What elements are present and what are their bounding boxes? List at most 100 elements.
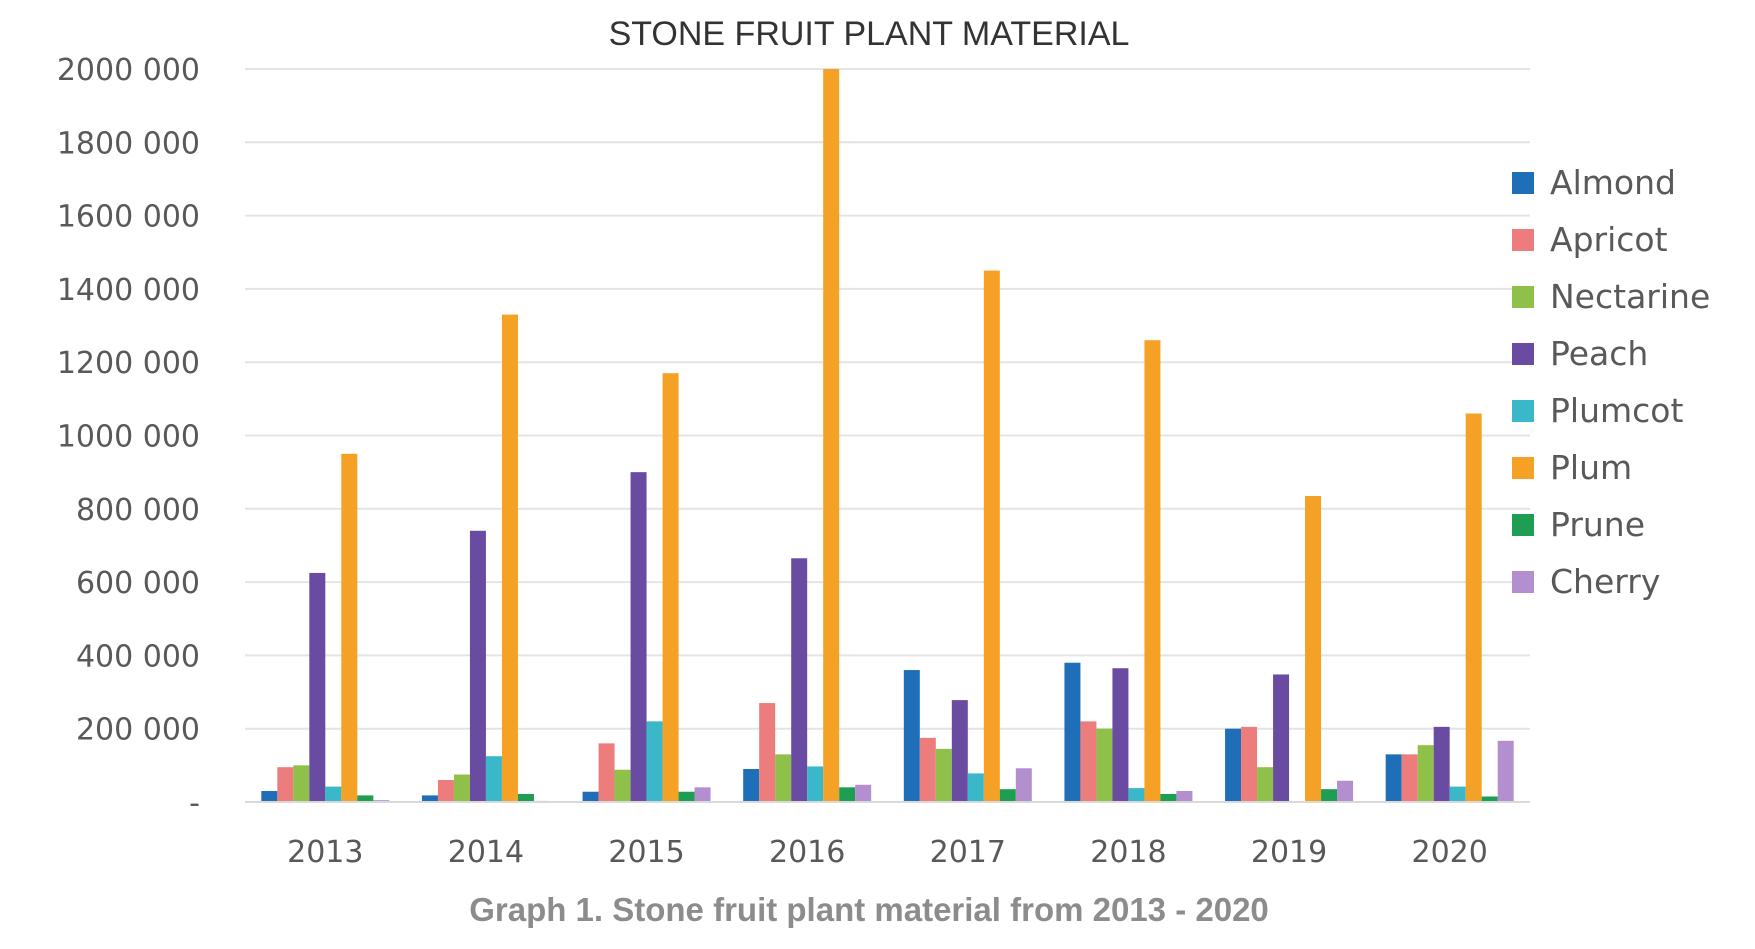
legend-label-apricot: Apricot bbox=[1550, 220, 1668, 259]
y-tick-label: 800 000 bbox=[76, 493, 200, 528]
bar-peach-2017 bbox=[951, 700, 968, 802]
legend-swatch-plumcot bbox=[1512, 400, 1534, 422]
y-tick-label: 1200 000 bbox=[57, 346, 200, 381]
bar-nectarine-2016 bbox=[775, 754, 792, 802]
legend-swatch-prune bbox=[1512, 514, 1534, 536]
legend-label-peach: Peach bbox=[1550, 334, 1648, 373]
legend-label-nectarine: Nectarine bbox=[1550, 277, 1710, 316]
bar-prune-2014 bbox=[517, 793, 534, 802]
bar-almond-2015 bbox=[582, 791, 599, 802]
legend-label-plumcot: Plumcot bbox=[1550, 391, 1683, 430]
y-tick-label: - bbox=[189, 786, 200, 821]
x-tick-label: 2017 bbox=[930, 835, 1006, 870]
bar-plumcot-2017 bbox=[967, 773, 984, 802]
y-tick-label: 2000 000 bbox=[57, 53, 200, 88]
legend-swatch-plum bbox=[1512, 457, 1534, 479]
bars bbox=[261, 69, 1514, 802]
bar-apricot-2018 bbox=[1080, 721, 1097, 802]
bar-plum-2014 bbox=[501, 314, 518, 802]
x-axis-ticks: 2013 2014 2015 2016 2017 2018 2019 2020 bbox=[287, 835, 1488, 870]
bar-plum-2020 bbox=[1465, 413, 1482, 802]
bar-cherry-2015 bbox=[694, 787, 711, 802]
y-tick-label: 400 000 bbox=[76, 639, 200, 674]
bar-plum-2019 bbox=[1305, 495, 1322, 802]
legend: Almond Apricot Nectarine Peach Plumcot Plum Pr… bbox=[1512, 163, 1710, 601]
bar-prune-2015 bbox=[678, 791, 695, 802]
bar-nectarine-2018 bbox=[1096, 728, 1113, 802]
bar-peach-2013 bbox=[309, 572, 326, 802]
bar-nectarine-2015 bbox=[614, 769, 631, 802]
y-tick-label: 600 000 bbox=[76, 566, 200, 601]
bar-cherry-2016 bbox=[855, 784, 872, 802]
legend-swatch-cherry bbox=[1512, 571, 1534, 593]
bar-almond-2019 bbox=[1225, 728, 1242, 802]
legend-label-prune: Prune bbox=[1550, 505, 1645, 544]
bar-almond-2014 bbox=[421, 795, 438, 802]
chart-title: STONE FRUIT PLANT MATERIAL bbox=[609, 15, 1130, 53]
y-tick-label: 1600 000 bbox=[57, 200, 200, 235]
bar-plum-2015 bbox=[662, 373, 679, 802]
bar-apricot-2016 bbox=[759, 703, 776, 802]
bar-almond-2020 bbox=[1385, 754, 1402, 802]
y-tick-label: 200 000 bbox=[76, 713, 200, 748]
bar-cherry-2018 bbox=[1176, 791, 1193, 802]
bar-almond-2018 bbox=[1064, 662, 1081, 802]
bar-cherry-2017 bbox=[1015, 768, 1032, 802]
bar-peach-2015 bbox=[630, 472, 647, 802]
bar-peach-2014 bbox=[469, 530, 486, 802]
bar-peach-2018 bbox=[1112, 668, 1129, 802]
legend-label-plum: Plum bbox=[1550, 448, 1632, 487]
bar-plum-2013 bbox=[341, 453, 358, 802]
bar-prune-2016 bbox=[839, 787, 856, 802]
bar-prune-2013 bbox=[357, 795, 374, 802]
bar-plumcot-2015 bbox=[646, 721, 663, 802]
bar-plumcot-2016 bbox=[807, 766, 824, 802]
bar-nectarine-2020 bbox=[1417, 745, 1434, 802]
legend-label-cherry: Cherry bbox=[1550, 562, 1660, 601]
bar-apricot-2017 bbox=[919, 737, 936, 802]
y-tick-label: 1400 000 bbox=[57, 273, 200, 308]
x-tick-label: 2014 bbox=[448, 835, 524, 870]
bar-cherry-2020 bbox=[1497, 740, 1514, 802]
bar-nectarine-2017 bbox=[935, 748, 952, 802]
y-axis-ticks: - 200 000 400 000 600 000 800 000 1000 000 120… bbox=[57, 53, 200, 821]
bar-plumcot-2014 bbox=[485, 756, 502, 802]
bar-prune-2019 bbox=[1321, 789, 1338, 802]
bar-prune-2017 bbox=[999, 789, 1016, 802]
x-tick-label: 2015 bbox=[608, 835, 684, 870]
bar-nectarine-2013 bbox=[293, 765, 310, 802]
legend-swatch-almond bbox=[1512, 172, 1534, 194]
bar-apricot-2019 bbox=[1241, 726, 1258, 802]
bar-cherry-2019 bbox=[1337, 780, 1354, 802]
legend-label-almond: Almond bbox=[1550, 163, 1676, 202]
bar-almond-2016 bbox=[743, 769, 760, 802]
legend-swatch-peach bbox=[1512, 343, 1534, 365]
x-tick-label: 2019 bbox=[1251, 835, 1327, 870]
x-tick-label: 2020 bbox=[1412, 835, 1488, 870]
x-tick-label: 2018 bbox=[1090, 835, 1166, 870]
y-tick-label: 1800 000 bbox=[57, 126, 200, 161]
bar-plumcot-2020 bbox=[1449, 786, 1466, 802]
legend-swatch-apricot bbox=[1512, 229, 1534, 251]
bar-nectarine-2014 bbox=[453, 774, 470, 802]
bar-plum-2017 bbox=[983, 270, 1000, 802]
bar-prune-2020 bbox=[1481, 796, 1498, 802]
bar-plum-2016 bbox=[823, 69, 840, 802]
gridlines bbox=[245, 68, 1530, 730]
bar-peach-2019 bbox=[1273, 674, 1290, 802]
bar-plumcot-2013 bbox=[325, 786, 342, 802]
legend-swatch-nectarine bbox=[1512, 286, 1534, 308]
bar-prune-2018 bbox=[1160, 793, 1177, 802]
x-tick-label: 2013 bbox=[287, 835, 363, 870]
bar-almond-2017 bbox=[903, 670, 920, 802]
bar-nectarine-2019 bbox=[1257, 767, 1274, 802]
bar-plumcot-2018 bbox=[1128, 788, 1145, 802]
chart-caption: Graph 1. Stone fruit plant material from… bbox=[469, 891, 1269, 928]
y-tick-label: 1000 000 bbox=[57, 420, 200, 455]
bar-plum-2018 bbox=[1144, 340, 1161, 802]
bar-peach-2016 bbox=[791, 558, 808, 802]
bar-apricot-2013 bbox=[277, 767, 294, 802]
bar-apricot-2015 bbox=[598, 743, 615, 802]
x-tick-label: 2016 bbox=[769, 835, 845, 870]
